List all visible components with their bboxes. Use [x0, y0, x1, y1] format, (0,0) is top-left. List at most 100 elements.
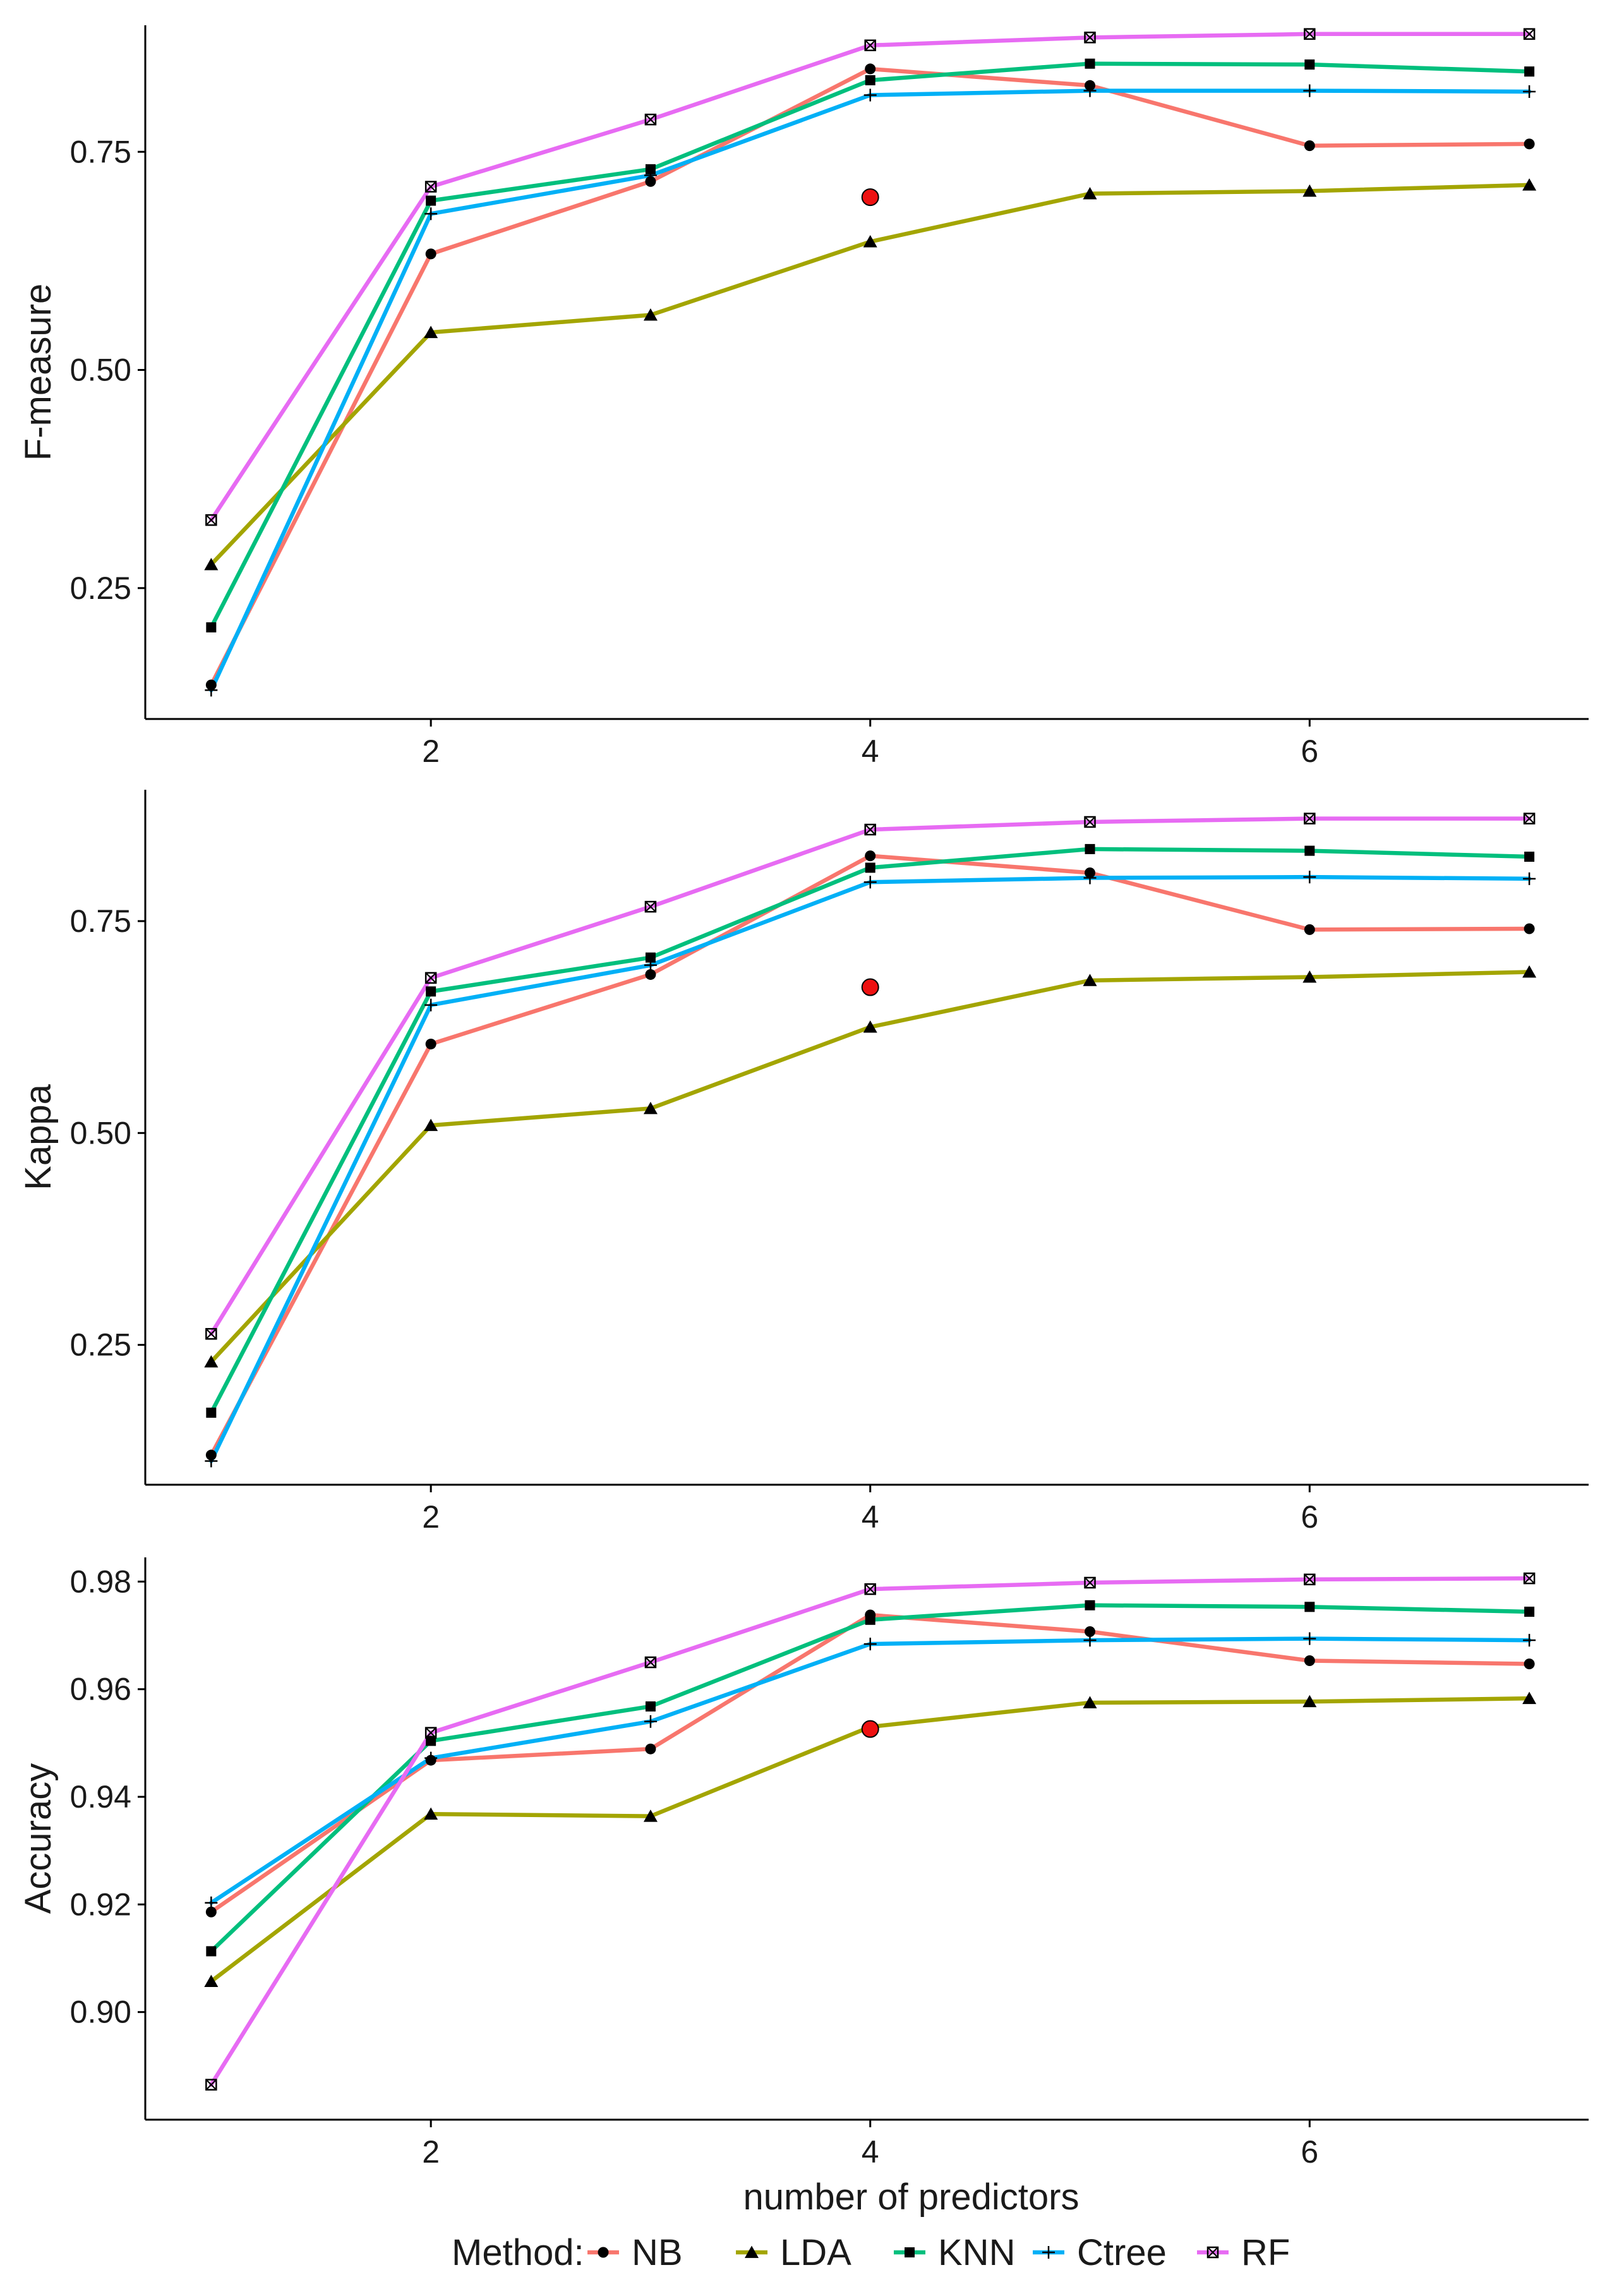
data-point-rf — [424, 972, 437, 984]
data-point-lda — [1522, 178, 1537, 191]
y-axis-title: Kappa — [18, 1084, 59, 1190]
data-point-knn — [206, 1407, 217, 1418]
legend-label: Ctree — [1077, 2232, 1167, 2273]
data-point-rf — [864, 823, 876, 836]
data-point-lda — [1083, 187, 1097, 200]
series-line-knn — [209, 61, 1532, 630]
data-point-knn — [865, 862, 875, 873]
series-markers-lda — [204, 178, 1537, 571]
legend-key-marker — [905, 2247, 915, 2257]
y-tick-label: 0.25 — [70, 571, 131, 606]
data-point-rf — [424, 1727, 437, 1739]
data-point-ctree — [863, 876, 877, 889]
data-point-rf — [1084, 32, 1096, 44]
data-point-ctree — [1303, 871, 1316, 884]
data-point-lda — [1302, 184, 1317, 197]
data-point-knn — [1524, 66, 1535, 77]
data-point-rf — [424, 181, 437, 193]
data-point-knn — [645, 952, 656, 963]
x-axis-title: number of predictors — [743, 2177, 1080, 2218]
data-point-ctree — [1083, 84, 1097, 97]
legend-key-marker — [598, 2247, 609, 2258]
data-point-rf — [864, 39, 876, 52]
data-point-nb — [1524, 1658, 1535, 1670]
data-point-knn — [1304, 1602, 1315, 1612]
data-point-lda — [1083, 974, 1097, 986]
series-markers-ctree — [205, 871, 1536, 1468]
data-point-rf — [1523, 28, 1536, 40]
series-markers-knn — [206, 843, 1535, 1418]
series-markers-knn — [206, 1600, 1535, 1957]
y-tick-label: 0.92 — [70, 1887, 131, 1922]
x-tick-label: 4 — [862, 734, 879, 769]
series-line-nb — [209, 66, 1532, 687]
data-point-nb — [425, 1038, 436, 1049]
data-point-knn — [1304, 59, 1315, 70]
data-point-ctree — [205, 1896, 218, 1909]
data-point-rf — [1084, 816, 1096, 828]
x-tick-label: 2 — [422, 1499, 440, 1535]
y-tick-label: 0.98 — [70, 1564, 131, 1599]
legend: Method: NB LDA KNN Ctree RF — [452, 2232, 1290, 2273]
data-point-rf — [864, 1583, 876, 1595]
data-point-lda — [204, 558, 219, 571]
data-point-ctree — [644, 958, 657, 972]
data-point-knn — [1085, 58, 1095, 69]
legend-item-nb: NB — [587, 2232, 683, 2273]
x-tick-label: 4 — [862, 2134, 879, 2170]
highlight-point — [861, 1720, 879, 1738]
legend-label: KNN — [938, 2232, 1015, 2273]
series-markers-rf — [205, 812, 1536, 1340]
y-tick-label: 0.50 — [70, 353, 131, 388]
legend-key-marker — [744, 2245, 759, 2258]
data-point-rf — [1304, 812, 1316, 824]
data-point-nb — [1524, 138, 1535, 150]
data-point-ctree — [644, 1715, 657, 1728]
data-point-knn — [1524, 1607, 1535, 1617]
data-point-ctree — [424, 207, 438, 220]
data-point-knn — [865, 75, 875, 86]
data-point-knn — [1524, 851, 1535, 862]
legend-key-marker — [1042, 2246, 1055, 2259]
x-tick-label: 6 — [1301, 2134, 1318, 2170]
y-tick-label: 0.50 — [70, 1115, 131, 1151]
data-point-ctree — [1083, 1634, 1097, 1647]
data-point-rf — [205, 2079, 217, 2091]
data-point-rf — [205, 514, 217, 526]
data-point-ctree — [644, 169, 657, 182]
data-point-nb — [865, 63, 876, 75]
data-point-knn — [206, 1946, 217, 1957]
data-point-knn — [206, 622, 217, 632]
data-point-knn — [1085, 843, 1095, 854]
data-point-rf — [1304, 28, 1316, 40]
data-point-lda — [204, 1355, 219, 1368]
series-markers-rf — [205, 1572, 1536, 2091]
data-point-lda — [1083, 1696, 1097, 1708]
data-point-nb — [425, 248, 436, 260]
data-point-knn — [645, 1701, 656, 1712]
data-point-lda — [1522, 965, 1537, 978]
data-point-knn — [1304, 845, 1315, 856]
series-markers-lda — [204, 965, 1537, 1368]
data-point-lda — [863, 235, 877, 248]
x-tick-label: 6 — [1301, 734, 1318, 769]
data-point-lda — [1302, 970, 1317, 983]
series-line-lda — [209, 1696, 1532, 1984]
series-markers-ctree — [205, 84, 1536, 697]
series-line-rf — [209, 32, 1532, 522]
data-point-nb — [205, 1906, 217, 1918]
legend-label: RF — [1241, 2232, 1290, 2273]
data-point-ctree — [1083, 871, 1097, 885]
series-line-ctree — [209, 88, 1532, 692]
legend-title: Method: — [452, 2232, 584, 2273]
data-point-lda — [424, 325, 438, 339]
series-line-rf — [209, 816, 1532, 1336]
data-point-nb — [865, 850, 876, 862]
y-tick-label: 0.75 — [70, 903, 131, 939]
highlight-point — [861, 978, 879, 996]
data-point-lda — [1302, 1694, 1317, 1708]
highlight-point — [861, 188, 879, 207]
y-tick-label: 0.90 — [70, 1995, 131, 2030]
data-point-ctree — [1523, 872, 1536, 885]
